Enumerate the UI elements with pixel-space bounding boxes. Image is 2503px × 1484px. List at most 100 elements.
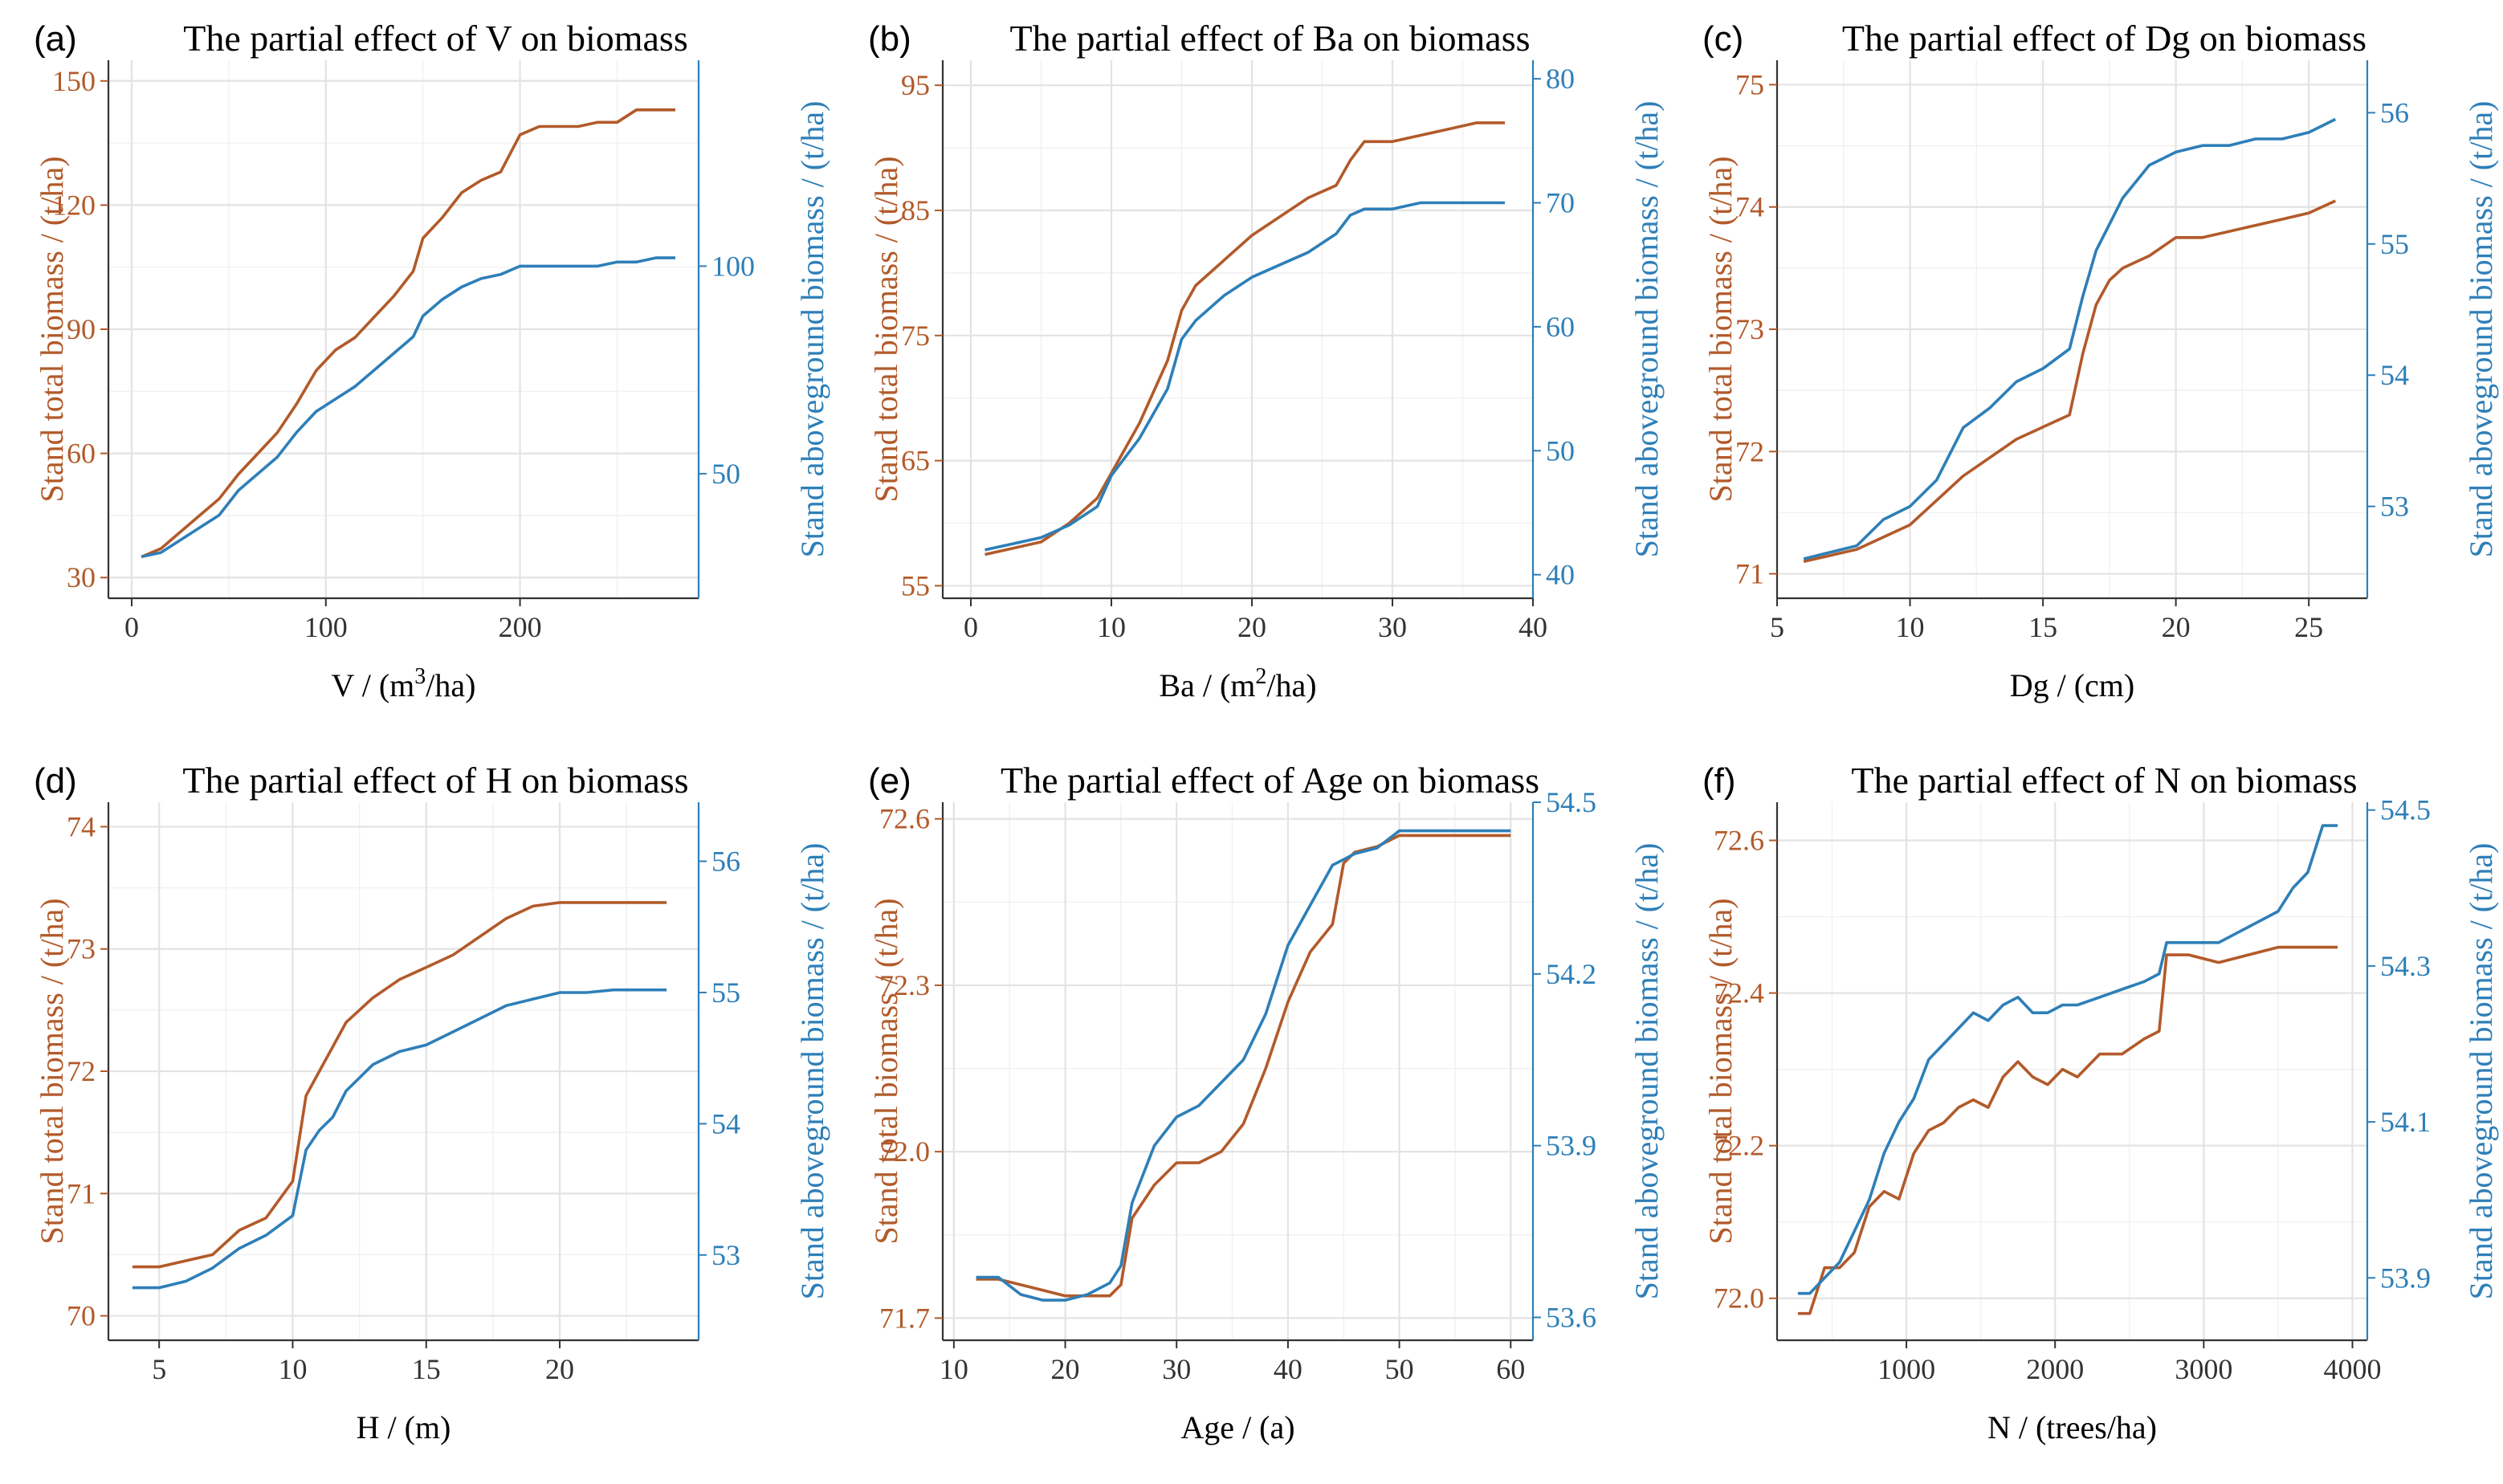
y-left-tick-label: 72.6 xyxy=(879,803,930,835)
chart-svg: 10 20 30 40 50 60 71.7 72.0 72.3 72.6 53.6 53.9 54.2… xyxy=(868,760,1665,1445)
series-line-aboveground-biomass xyxy=(141,256,675,559)
x-tick-label: 200 xyxy=(499,611,542,643)
x-tick-label: 3000 xyxy=(2175,1353,2232,1385)
y-axis-label-right: Stand aboveground biomass / (t/ha) xyxy=(1629,843,1665,1300)
y-right-tick-label: 53.6 xyxy=(1546,1301,1596,1333)
x-axis-label-superscript: 3 xyxy=(414,664,426,689)
x-tick-label: 5 xyxy=(152,1353,166,1385)
chart-svg: 5 10 15 20 70 71 72 73 74 53 54 55 56 (d) The partial … xyxy=(34,760,830,1445)
y-right-tick-label: 56 xyxy=(2380,96,2409,128)
x-tick-label: 30 xyxy=(1378,611,1407,643)
y-right-tick-label: 40 xyxy=(1546,559,1575,591)
y-right-tick-label: 55 xyxy=(711,976,740,1009)
panel-letter: (a) xyxy=(34,19,77,59)
y-right-tick-label: 60 xyxy=(1546,311,1575,343)
grid xyxy=(108,60,699,598)
y-right-tick-label: 50 xyxy=(711,458,740,490)
x-tick-label: 20 xyxy=(2162,611,2191,643)
y-left-tick-label: 95 xyxy=(901,69,930,101)
y-left-tick-label: 85 xyxy=(901,194,930,226)
x-tick-label: 1000 xyxy=(1877,1353,1935,1385)
y-axis-label-left: Stand total biomass / (t/ha) xyxy=(1702,156,1739,502)
y-left-tick-label: 60 xyxy=(67,438,96,470)
x-axis-label-part: /ha) xyxy=(426,667,475,703)
y-axis-label-left: Stand total biomass / (t/ha) xyxy=(868,898,904,1244)
y-right-tick-label: 53 xyxy=(711,1239,740,1271)
y-axis-label-right: Stand aboveground biomass / (t/ha) xyxy=(2463,843,2499,1300)
y-left-tick-label: 75 xyxy=(901,320,930,352)
panel-letter: (f) xyxy=(1702,761,1736,801)
y-right-tick-label: 80 xyxy=(1546,63,1575,95)
x-tick-label: 4000 xyxy=(2323,1353,2381,1385)
y-left-tick-label: 72.0 xyxy=(879,1135,930,1168)
grid xyxy=(943,802,1533,1340)
chart-title: The partial effect of H on biomass xyxy=(182,760,688,801)
series-line-total-biomass xyxy=(1803,199,2337,564)
x-axis-label-part: Ba / (m xyxy=(1159,667,1255,703)
x-tick-label: 0 xyxy=(124,611,139,643)
panel-letter: (d) xyxy=(34,761,77,801)
chart-panel: 1000 2000 3000 4000 72.0 72.2 72.4 72.6 53.9 54.1… xyxy=(1669,742,2503,1484)
panel-letter: (b) xyxy=(868,19,911,59)
y-axis-label-left: Stand total biomass / (t/ha) xyxy=(34,156,70,502)
y-right-tick-label: 53 xyxy=(2380,491,2409,523)
y-left-tick-label: 72.3 xyxy=(879,969,930,1001)
panel-letter: (e) xyxy=(868,761,911,801)
x-tick-label: 5 xyxy=(1770,611,1784,643)
chart-panel: 0 10 20 30 40 55 65 75 85 95 40 50 60 70 80 (b) The part… xyxy=(834,0,1669,742)
chart-title: The partial effect of Ba on biomass xyxy=(1009,18,1530,59)
x-tick-label: 10 xyxy=(940,1353,968,1385)
series-line-total-biomass xyxy=(976,834,1511,1298)
y-axis-label-left: Stand total biomass / (t/ha) xyxy=(1702,898,1739,1244)
grid xyxy=(108,802,699,1340)
y-right-tick-label: 100 xyxy=(711,250,755,282)
chart-title: The partial effect of Age on biomass xyxy=(1001,760,1539,801)
series-line-total-biomass xyxy=(132,901,667,1269)
y-right-tick-label: 70 xyxy=(1546,187,1575,219)
series-line-total-biomass xyxy=(984,121,1505,556)
y-axis-label-left: Stand total biomass / (t/ha) xyxy=(34,898,70,1244)
x-axis-label-part: /ha) xyxy=(1266,667,1316,703)
chart-title: The partial effect of V on biomass xyxy=(183,18,688,59)
y-left-tick-label: 72.6 xyxy=(1714,825,1764,857)
x-tick-label: 50 xyxy=(1385,1353,1414,1385)
x-axis-label: V / (m3/ha) xyxy=(332,664,476,703)
x-axis-label: Dg / (cm) xyxy=(2010,667,2135,703)
y-left-tick-label: 70 xyxy=(67,1300,96,1332)
x-tick-label: 25 xyxy=(2294,611,2323,643)
y-left-tick-label: 71.7 xyxy=(879,1302,930,1334)
x-tick-label: 20 xyxy=(1237,611,1266,643)
x-axis-label-superscript: 2 xyxy=(1255,664,1266,689)
chart-title: The partial effect of Dg on biomass xyxy=(1842,18,2366,59)
y-left-tick-label: 72.0 xyxy=(1714,1282,1764,1315)
series-line-aboveground-biomass xyxy=(984,201,1505,552)
x-tick-label: 20 xyxy=(1051,1353,1080,1385)
y-axis-label-right: Stand aboveground biomass / (t/ha) xyxy=(794,101,830,558)
grid xyxy=(1777,802,2367,1340)
series-line-aboveground-biomass xyxy=(132,988,667,1290)
y-right-tick-label: 54.1 xyxy=(2380,1106,2431,1138)
x-tick-label: 15 xyxy=(412,1353,441,1385)
x-tick-label: 2000 xyxy=(2026,1353,2084,1385)
y-left-tick-label: 72.2 xyxy=(1714,1130,1764,1162)
series-line-total-biomass xyxy=(1797,945,2338,1315)
grid xyxy=(943,60,1535,598)
y-left-tick-label: 90 xyxy=(67,313,96,345)
grid xyxy=(1775,60,2367,598)
series-line-aboveground-biomass xyxy=(976,829,1511,1302)
y-right-tick-label: 53.9 xyxy=(1546,1130,1596,1162)
series-line-aboveground-biomass xyxy=(1803,117,2337,561)
y-axis-label-left: Stand total biomass / (t/ha) xyxy=(868,156,904,502)
y-left-tick-label: 30 xyxy=(67,561,96,593)
chart-panel: 5 10 15 20 70 71 72 73 74 53 54 55 56 (d) The partial … xyxy=(0,742,834,1484)
y-left-tick-label: 74 xyxy=(1735,191,1764,223)
y-right-tick-label: 54.5 xyxy=(2380,794,2431,826)
x-tick-label: 10 xyxy=(1097,611,1126,643)
chart-svg: 5 10 15 20 25 71 72 73 74 75 53 54 55 56 (c) The partia… xyxy=(1702,18,2499,703)
y-left-tick-label: 150 xyxy=(52,65,96,97)
y-right-tick-label: 54.2 xyxy=(1546,958,1596,990)
x-tick-label: 60 xyxy=(1496,1353,1525,1385)
chart-panel: 0 100 200 30 60 90 120 150 50 100 (a) The partial e… xyxy=(0,0,834,742)
y-right-tick-label: 54 xyxy=(2380,359,2409,391)
x-tick-label: 10 xyxy=(278,1353,307,1385)
